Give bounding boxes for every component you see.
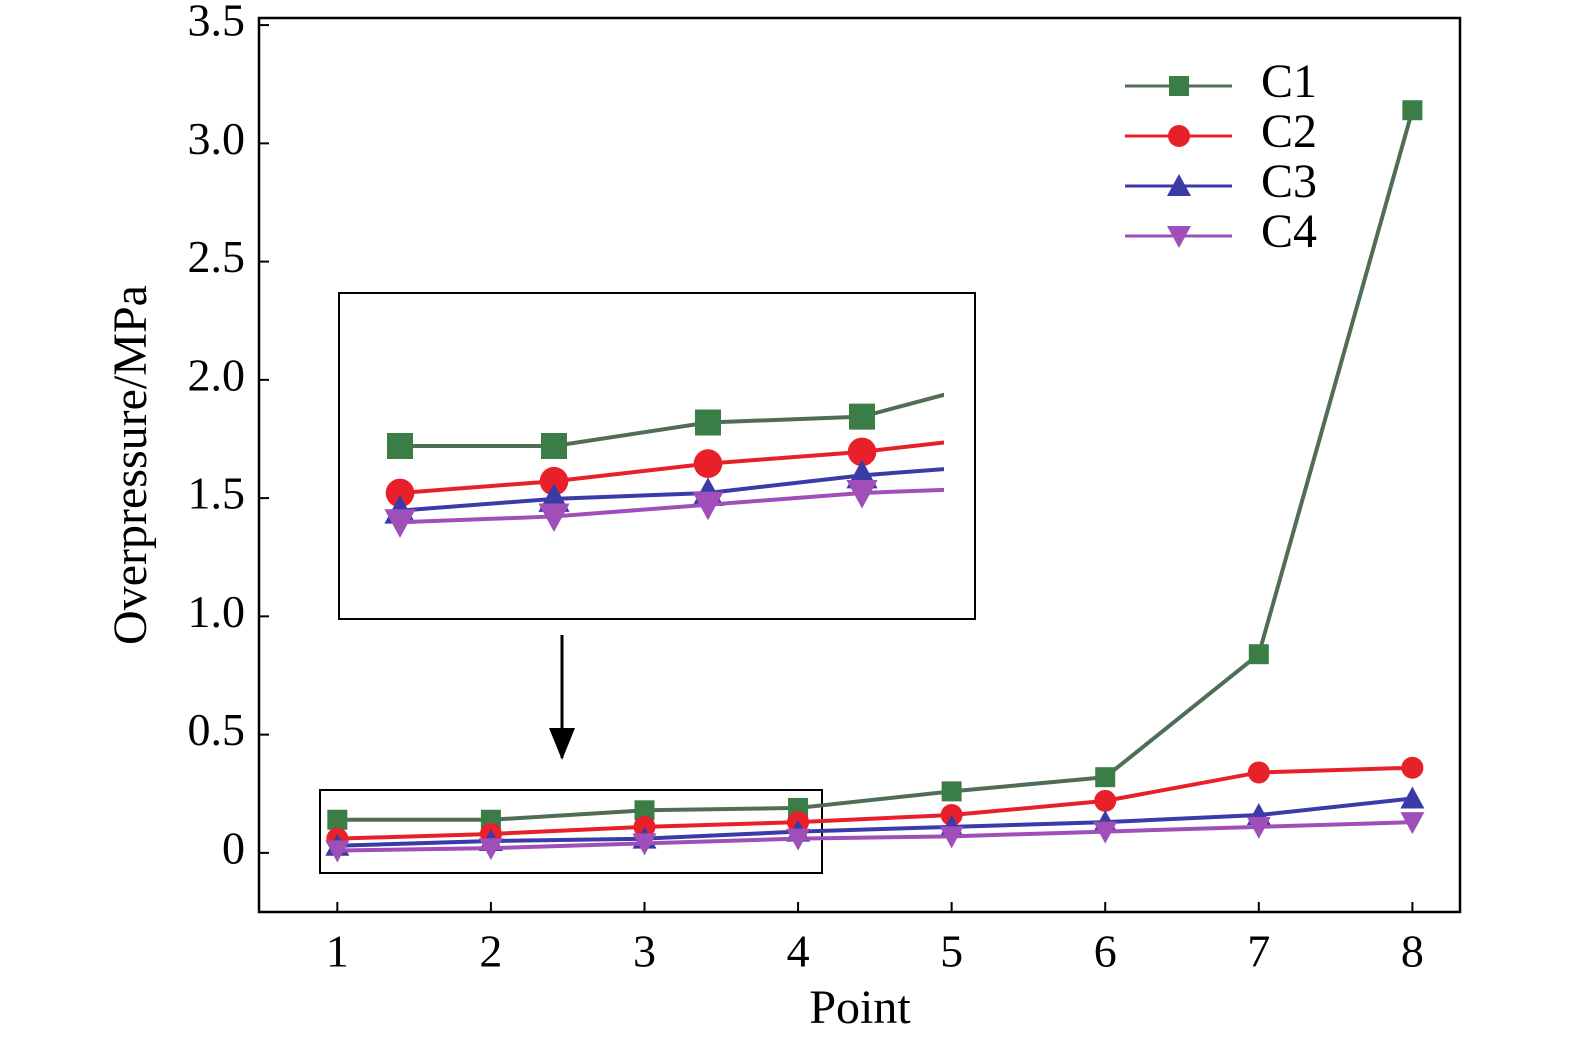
x-tick-label: 2 — [479, 926, 502, 977]
marker — [1247, 761, 1270, 784]
marker — [695, 409, 721, 436]
legend-label: C3 — [1261, 155, 1317, 208]
x-tick-label: 1 — [326, 926, 349, 977]
marker — [387, 433, 413, 459]
legend-marker — [1167, 226, 1191, 248]
x-tick-label: 7 — [1247, 926, 1270, 977]
marker — [1094, 789, 1117, 812]
y-tick-label: 3.5 — [188, 0, 246, 46]
series-line — [337, 796, 1413, 848]
x-axis-label: Point — [809, 981, 911, 1034]
y-tick-label: 0.5 — [188, 704, 246, 755]
y-tick-label: 0 — [222, 822, 245, 873]
marker — [849, 403, 875, 430]
marker — [385, 478, 415, 508]
marker — [634, 800, 655, 821]
marker — [692, 491, 724, 521]
inset-line — [399, 440, 944, 495]
marker — [539, 466, 569, 496]
legend-marker — [1169, 76, 1189, 96]
x-tick-label: 8 — [1401, 926, 1424, 977]
inset-frame — [338, 292, 976, 620]
marker — [325, 840, 350, 863]
x-tick-label: 6 — [1094, 926, 1117, 977]
marker — [384, 509, 416, 538]
y-tick-label: 2.0 — [188, 349, 246, 400]
inset-line — [400, 392, 944, 448]
marker — [1401, 756, 1424, 779]
series-line — [337, 765, 1413, 841]
y-axis-label: Overpressure/MPa — [104, 285, 157, 645]
marker — [327, 809, 348, 830]
marker — [1246, 816, 1271, 839]
x-tick-label: 3 — [633, 926, 656, 977]
marker — [1402, 100, 1423, 121]
legend-marker — [1167, 174, 1191, 196]
inset-line — [399, 487, 944, 525]
inset-line — [399, 467, 944, 513]
legend-label: C4 — [1261, 205, 1317, 258]
marker — [1400, 812, 1425, 835]
marker — [1248, 644, 1269, 665]
marker — [693, 449, 723, 478]
plot-frame — [257, 16, 1462, 914]
x-tick-label: 4 — [787, 926, 810, 977]
arrow-head — [549, 728, 575, 760]
marker — [1093, 821, 1118, 844]
y-tick-label: 1.0 — [188, 586, 246, 637]
marker — [846, 479, 878, 509]
y-tick-label: 1.5 — [188, 468, 246, 519]
marker — [1095, 767, 1116, 788]
legend-marker — [1168, 125, 1190, 147]
series-line — [337, 820, 1413, 853]
marker — [632, 833, 657, 856]
marker — [847, 437, 877, 467]
y-tick-label: 3.0 — [188, 113, 246, 164]
marker — [941, 781, 962, 802]
marker — [786, 828, 811, 851]
marker — [939, 826, 964, 849]
marker — [538, 503, 570, 533]
marker — [541, 433, 567, 459]
marker — [478, 838, 503, 861]
marker — [1400, 786, 1425, 809]
x-tick-label: 5 — [940, 926, 963, 977]
y-tick-label: 2.5 — [188, 231, 246, 282]
inset — [384, 392, 944, 538]
legend-label: C1 — [1261, 55, 1317, 108]
series-line — [337, 109, 1415, 822]
legend-label: C2 — [1261, 105, 1317, 158]
